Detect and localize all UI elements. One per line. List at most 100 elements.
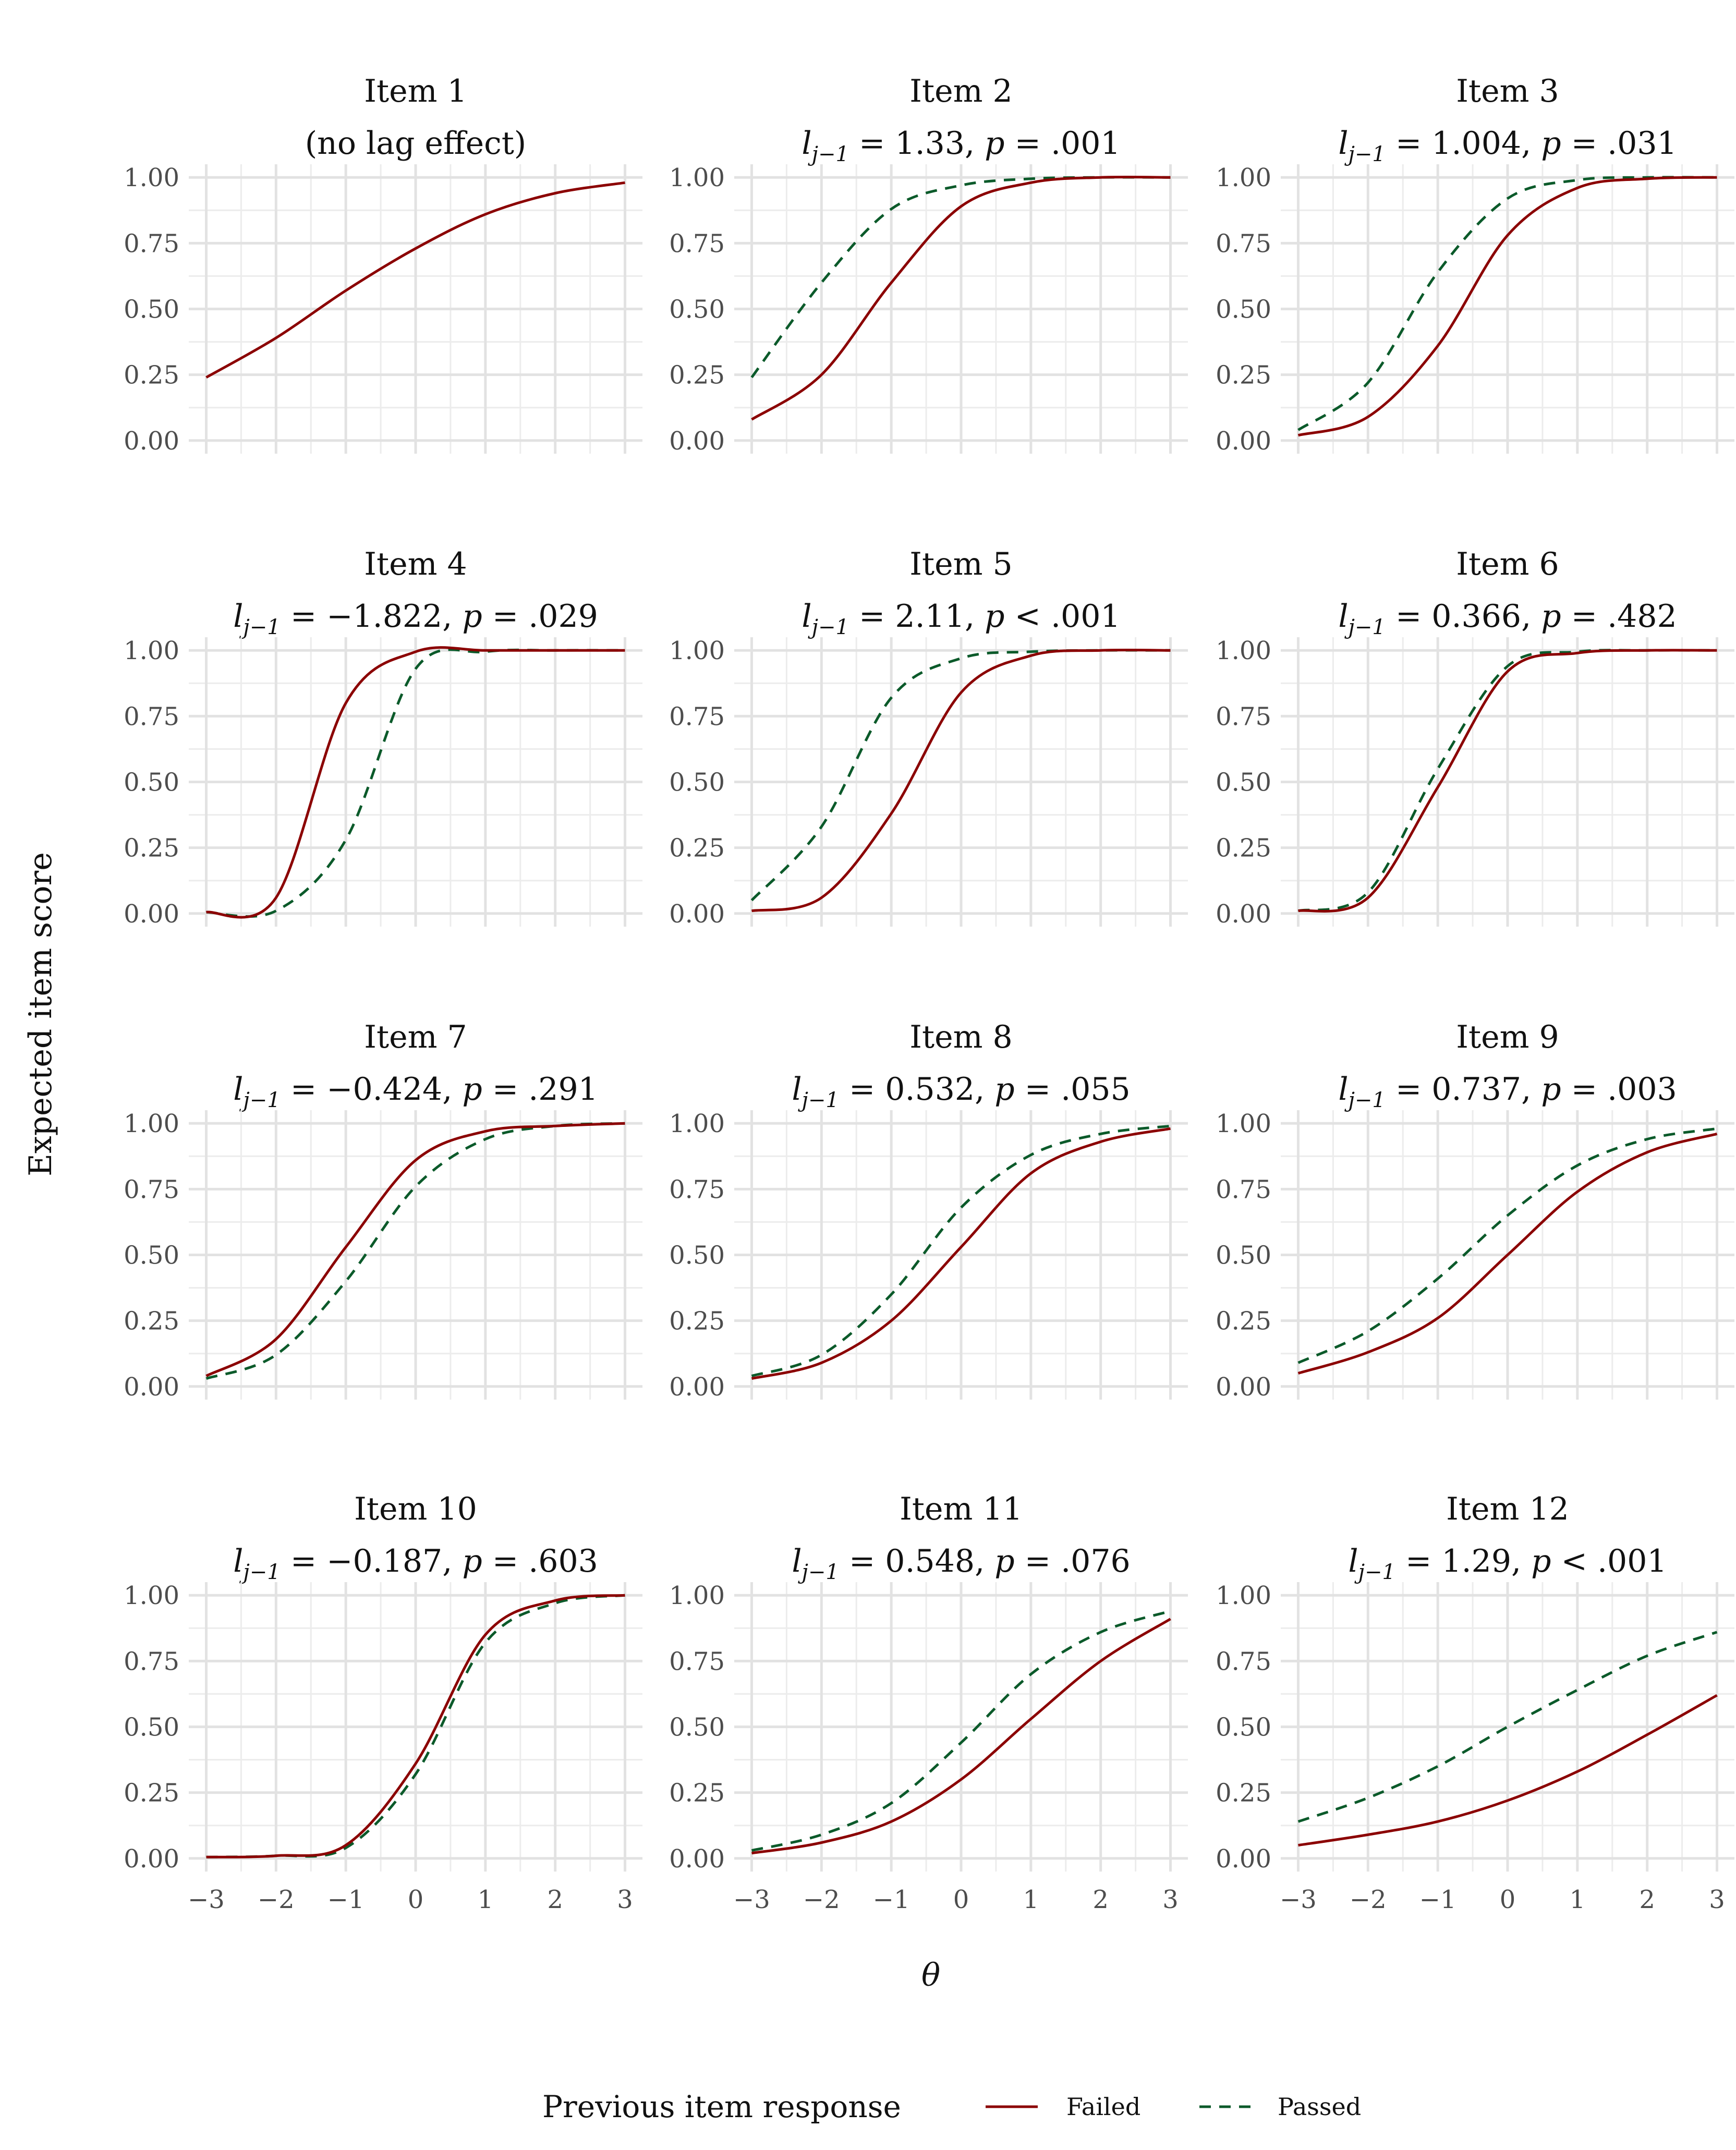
y-tick-label: 1.00: [1216, 163, 1271, 192]
panel-title: Item 7: [364, 1019, 467, 1055]
y-tick-label: 0.00: [669, 1844, 725, 1874]
series-failed-line: [751, 175, 1171, 421]
x-tick-label: −2: [803, 1885, 840, 1914]
y-tick-label: 0.00: [1216, 1844, 1271, 1874]
legend-label-passed: Passed: [1278, 2093, 1361, 2121]
y-tick-label: 1.00: [669, 163, 725, 192]
y-tick-label: 0.00: [669, 900, 725, 929]
x-tick-label: 0: [1500, 1885, 1516, 1914]
panel-grid: [734, 1110, 1188, 1400]
panel-title: Item 4: [364, 546, 467, 582]
panel-item-1: Item 1 (no lag effect) 0.00 0.25 0.50 0.75 1.0…: [124, 73, 642, 456]
panel-grid: [734, 1582, 1188, 1872]
x-tick-label: 0: [408, 1885, 424, 1914]
x-tick-label: −1: [327, 1885, 365, 1914]
panel-grid: [189, 1582, 642, 1872]
y-tick-label: 0.25: [1216, 834, 1271, 863]
panel-subtitle: lj−1 = −0.187, p = .603: [233, 1543, 598, 1584]
panel-grid: [1281, 637, 1734, 927]
y-tick-label: 0.25: [124, 361, 179, 390]
series-failed-line: [751, 1127, 1171, 1380]
series-failed-line: [1297, 176, 1717, 437]
panel-title: Item 6: [1456, 546, 1559, 582]
panel-grid: [189, 637, 642, 927]
series-failed-line: [205, 646, 625, 919]
panel-title: Item 11: [900, 1491, 1023, 1527]
series-failed-line: [205, 181, 625, 379]
y-tick-label: 0.25: [124, 1779, 179, 1808]
y-tick-label: 1.00: [669, 1581, 725, 1610]
panel-item-9: Item 9 lj−1 = 0.737, p = .003 0.00 0.25 0.50…: [1216, 1019, 1734, 1402]
series-failed-line: [206, 1594, 625, 1859]
x-tick-label: 1: [1570, 1885, 1586, 1914]
panel-subtitle: lj−1 = 0.366, p = .482: [1338, 598, 1677, 639]
panel-title: Item 1: [364, 73, 467, 110]
y-tick-label: 0.50: [124, 1713, 179, 1742]
panel-item-4: Item 4 lj−1 = −1.822, p = .029 0.00 0.25 0.5…: [124, 546, 642, 929]
y-tick-label: 1.00: [1216, 636, 1271, 665]
y-tick-label: 0.00: [1216, 900, 1271, 929]
y-tick-label: 0.50: [124, 295, 179, 324]
y-tick-label: 1.00: [1216, 1581, 1271, 1610]
panel-item-5: Item 5 lj−1 = 2.11, p < .001 0.00 0.25 0.50 0…: [669, 546, 1188, 929]
panel-title: Item 2: [909, 73, 1012, 110]
y-tick-label: 0.75: [1216, 229, 1271, 258]
panel-grid: [734, 637, 1188, 927]
panel-subtitle: lj−1 = −1.822, p = .029: [233, 598, 598, 639]
y-tick-label: 0.75: [1216, 1647, 1271, 1676]
y-tick-label: 0.00: [669, 1372, 725, 1402]
legend: Previous item response Failed Passed: [542, 2089, 1361, 2124]
panel-item-8: Item 8 lj−1 = 0.532, p = .055 0.00 0.25 0.50…: [669, 1019, 1188, 1402]
y-tick-label: 0.25: [669, 361, 725, 390]
panel-title: Item 5: [909, 546, 1012, 582]
series-failed-line: [1298, 1694, 1718, 1847]
panel-subtitle: lj−1 = 0.548, p = .076: [792, 1543, 1130, 1584]
x-tick-label: 3: [617, 1885, 633, 1914]
panel-grid: [1281, 1110, 1734, 1400]
y-tick-label: 0.25: [1216, 361, 1271, 390]
series-failed-line: [751, 1618, 1171, 1855]
y-tick-label: 1.00: [669, 1109, 725, 1138]
y-tick-label: 0.00: [124, 1372, 179, 1402]
legend-label-failed: Failed: [1066, 2093, 1140, 2121]
x-tick-label: −3: [1280, 1885, 1317, 1914]
panel-item-12: Item 12 lj−1 = 1.29, p < .001 0.00 0.25 0.50…: [1216, 1491, 1734, 1914]
panel-subtitle: (no lag effect): [305, 125, 526, 162]
y-tick-label: 0.25: [1216, 1307, 1271, 1336]
y-tick-label: 0.25: [669, 1307, 725, 1336]
y-tick-label: 0.75: [1216, 1175, 1271, 1204]
y-tick-label: 0.75: [669, 1647, 725, 1676]
panel-title: Item 3: [1456, 73, 1559, 110]
panel-subtitle: lj−1 = 1.33, p = .001: [802, 125, 1120, 166]
x-tick-label: −3: [188, 1885, 225, 1914]
panel-title: Item 12: [1446, 1491, 1569, 1527]
x-tick-label: 1: [1023, 1885, 1039, 1914]
x-tick-label: 2: [1639, 1885, 1655, 1914]
y-tick-label: 0.50: [1216, 1713, 1271, 1742]
y-tick-label: 0.25: [1216, 1779, 1271, 1808]
series-failed-line: [205, 1122, 625, 1377]
series-passed-line: [1297, 1631, 1718, 1823]
y-tick-label: 0.00: [124, 1844, 179, 1874]
panel-item-6: Item 6 lj−1 = 0.366, p = .482 0.00 0.25 0.50…: [1216, 546, 1734, 929]
x-tick-label: −1: [1419, 1885, 1456, 1914]
panel-grid: [1281, 1582, 1734, 1872]
y-tick-label: 0.50: [669, 1241, 725, 1270]
series-failed-line: [751, 648, 1171, 913]
y-tick-label: 1.00: [669, 636, 725, 665]
x-tick-label: −3: [733, 1885, 770, 1914]
y-tick-label: 0.50: [669, 1713, 725, 1742]
x-tick-label: −1: [873, 1885, 910, 1914]
y-tick-label: 1.00: [124, 1581, 179, 1610]
x-tick-label: 0: [953, 1885, 969, 1914]
panel-subtitle: lj−1 = 1.004, p = .031: [1338, 125, 1677, 166]
y-tick-label: 1.00: [1216, 1109, 1271, 1138]
y-tick-label: 0.75: [124, 1647, 179, 1676]
panel-grid: [189, 164, 642, 454]
x-axis-title: θ: [921, 1957, 940, 1994]
panel-title: Item 9: [1456, 1019, 1559, 1055]
series-passed-line: [1297, 176, 1717, 431]
panel-item-11: Item 11 lj−1 = 0.548, p = .076 0.00 0.25 0.5…: [669, 1491, 1188, 1914]
y-tick-label: 0.00: [669, 427, 725, 456]
